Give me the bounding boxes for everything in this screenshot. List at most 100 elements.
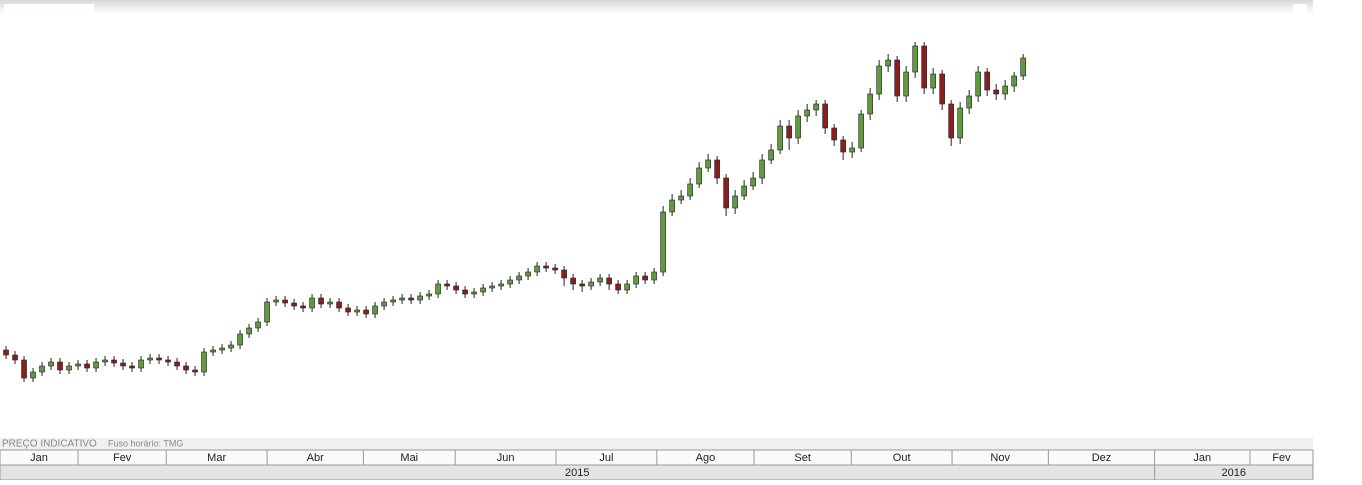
candle-body (714, 159, 720, 179)
candle-body (975, 71, 981, 97)
candle-body (543, 265, 549, 269)
candle-body (3, 349, 9, 356)
candle-body (192, 369, 198, 373)
candle-body (282, 299, 288, 304)
candle-body (372, 305, 378, 315)
candle-body (408, 297, 414, 301)
candle-body (552, 267, 558, 271)
candle-body (426, 293, 432, 297)
candle-body (498, 283, 504, 287)
toolbar-box (1293, 4, 1307, 14)
candle-body (777, 125, 783, 151)
candle-body (327, 301, 333, 305)
candle-body (300, 305, 306, 309)
candle-body (462, 289, 468, 295)
candle-body (669, 199, 675, 213)
candle-body (66, 365, 72, 371)
candle-body (471, 291, 477, 295)
x-tick-label: Nov (990, 452, 1010, 464)
candle-body (804, 109, 810, 117)
candle-body (30, 371, 36, 379)
candle-body (489, 285, 495, 289)
candle-body (228, 344, 234, 349)
candle-body (534, 265, 540, 273)
candle-body (624, 283, 630, 291)
x-tick-label: Set (794, 452, 811, 464)
candle-body (345, 307, 351, 313)
candle-body (480, 287, 486, 293)
candle-body (678, 195, 684, 201)
candle-body (642, 275, 648, 281)
x-tick-label: Jun (497, 452, 515, 464)
candle-body (957, 107, 963, 139)
candle-body (336, 301, 342, 309)
candle-body (939, 73, 945, 105)
candle-body (732, 195, 738, 209)
candle-body (84, 363, 90, 369)
year-label: 2016 (1222, 467, 1246, 479)
candle-body (165, 359, 171, 363)
candle-body (120, 362, 126, 367)
x-tick-label: Dez (1092, 452, 1112, 464)
candle-body (507, 279, 513, 285)
x-tick-label: Ago (696, 452, 716, 464)
candle-body (435, 283, 441, 295)
candle-body (768, 149, 774, 161)
candle-body (21, 359, 27, 379)
candle-body (795, 115, 801, 139)
candle-body (183, 365, 189, 371)
candle-body (390, 299, 396, 303)
x-tick-label: Jul (599, 452, 613, 464)
toolbar (0, 0, 1313, 14)
candle-body (156, 357, 162, 361)
candle-body (57, 361, 63, 371)
candle-body (363, 309, 369, 315)
candle-body (264, 301, 270, 323)
candle-body (885, 59, 891, 67)
candle-body (876, 65, 882, 95)
candle-body (318, 297, 324, 305)
candle-body (921, 45, 927, 89)
candle-body (561, 269, 567, 279)
candle-body (570, 277, 576, 285)
candle-body (750, 177, 756, 187)
candle-body (291, 302, 297, 307)
candle-body (39, 365, 45, 373)
x-tick-label: Jan (30, 452, 48, 464)
x-tick-label: Fev (1272, 452, 1291, 464)
candle-body (174, 361, 180, 367)
candle-body (102, 359, 108, 363)
candle-body (651, 271, 657, 281)
candle-body (966, 95, 972, 109)
candle-body (12, 354, 18, 361)
candle-body (723, 177, 729, 209)
candle-body (984, 71, 990, 91)
x-tick-label: Jan (1193, 452, 1211, 464)
candle-body (930, 73, 936, 89)
candle-body (867, 93, 873, 115)
candle-body (453, 285, 459, 291)
candle-body (840, 139, 846, 153)
candle-body (606, 277, 612, 285)
candle-body (129, 365, 135, 369)
candle-body (1020, 57, 1026, 77)
year-axis (0, 464, 1314, 481)
candle-body (705, 159, 711, 169)
x-tick-label: Out (893, 452, 911, 464)
x-tick-label: Fev (113, 452, 132, 464)
candle-body (894, 59, 900, 97)
candle-body (237, 333, 243, 346)
candle-body (822, 103, 828, 129)
candle-body (759, 159, 765, 179)
candle-body (417, 295, 423, 301)
candle-body (138, 359, 144, 369)
candle-body (858, 113, 864, 149)
candle-body (660, 211, 666, 273)
candle-body (75, 363, 81, 367)
candle-body (786, 125, 792, 139)
candle-body (246, 327, 252, 335)
candle-body (633, 275, 639, 285)
candle-body (831, 127, 837, 141)
candle-body (48, 361, 54, 367)
